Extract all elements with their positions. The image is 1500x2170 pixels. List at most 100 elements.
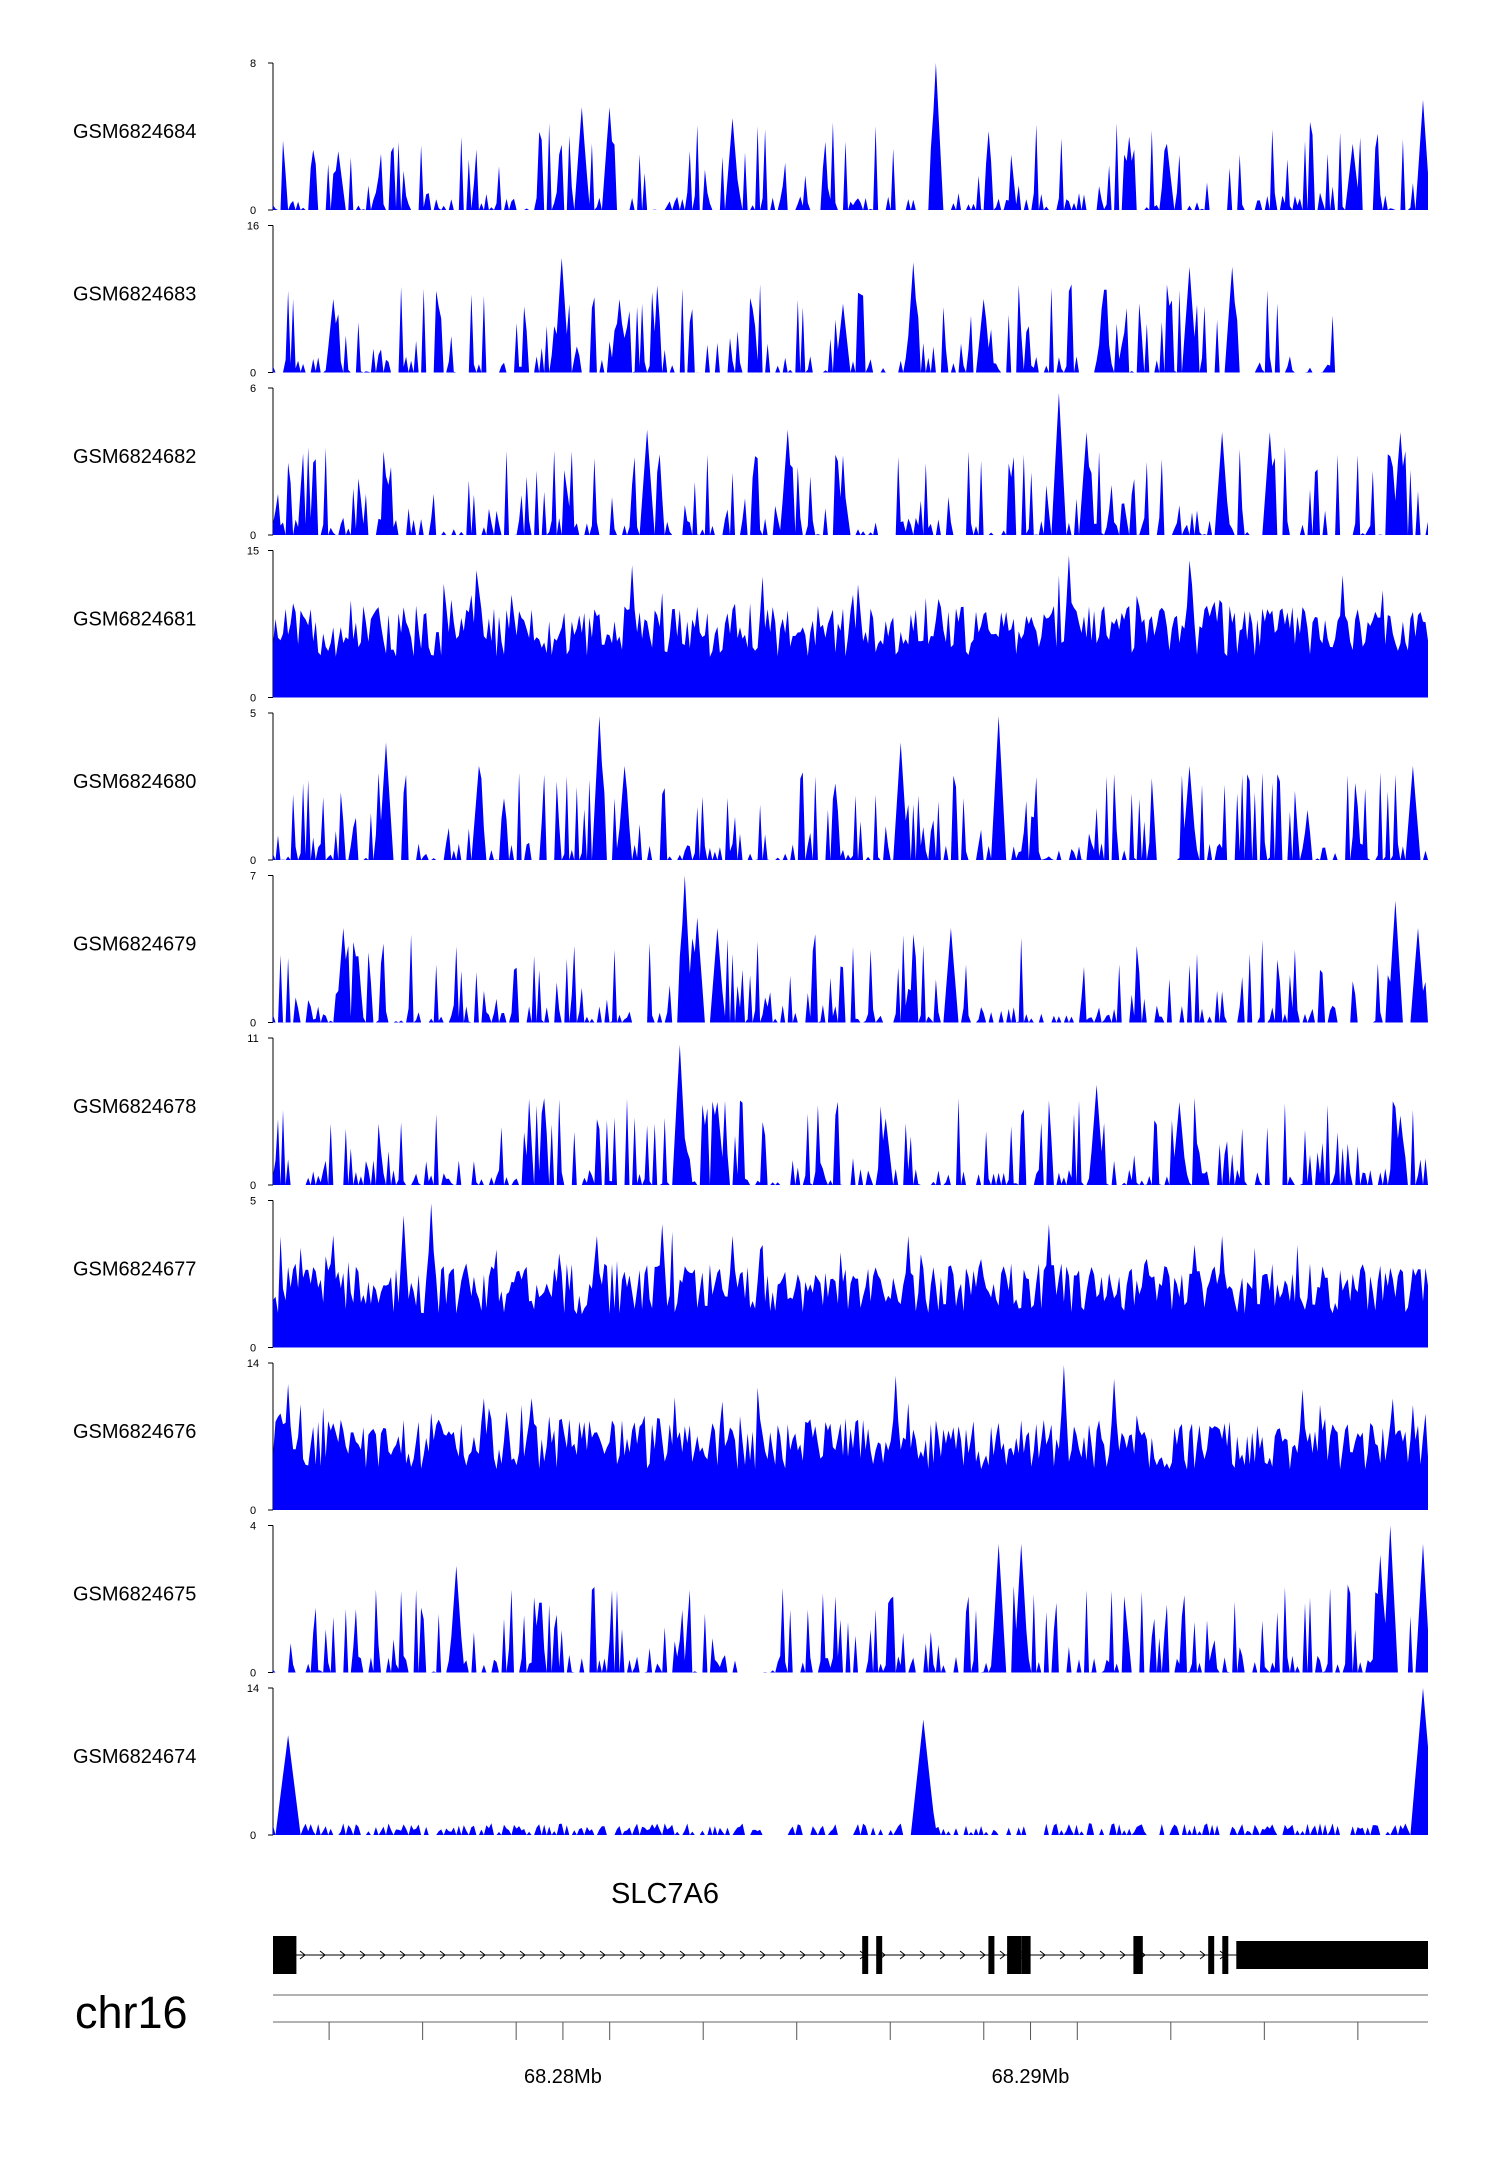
strand-arrow xyxy=(959,1950,966,1960)
y-min-label: 0 xyxy=(250,1505,256,1517)
exon xyxy=(1208,1936,1215,1974)
coverage-area xyxy=(273,715,1428,860)
strand-arrow xyxy=(919,1950,926,1960)
coverage-area xyxy=(273,1044,1428,1185)
strand-arrow xyxy=(779,1950,786,1960)
strand-arrow xyxy=(1159,1950,1166,1960)
coverage-area xyxy=(273,1365,1428,1510)
strand-arrow xyxy=(619,1950,626,1960)
coverage-area xyxy=(273,1688,1428,1835)
coverage-area xyxy=(273,1525,1428,1673)
y-max-label: 6 xyxy=(250,383,256,395)
track-label: GSM6824675 xyxy=(73,1583,196,1605)
track-label: GSM6824678 xyxy=(73,1096,196,1118)
track-label: GSM6824677 xyxy=(73,1258,196,1280)
y-max-label: 16 xyxy=(247,221,259,233)
exon xyxy=(988,1936,995,1974)
strand-arrow xyxy=(359,1950,366,1960)
strand-arrow xyxy=(839,1950,846,1960)
strand-arrow xyxy=(759,1950,766,1960)
coverage-area xyxy=(273,555,1428,698)
y-min-label: 0 xyxy=(250,368,256,380)
y-min-label: 0 xyxy=(250,1180,256,1192)
exon xyxy=(1236,1941,1428,1969)
y-max-label: 5 xyxy=(250,1196,256,1208)
strand-arrow xyxy=(1079,1950,1086,1960)
exon xyxy=(862,1936,869,1974)
strand-arrow xyxy=(559,1950,566,1960)
strand-arrow xyxy=(399,1950,406,1960)
track-GSM6824680: GSM6824680 5 0 xyxy=(73,708,1428,867)
track-label: GSM6824676 xyxy=(73,1421,196,1443)
strand-arrow xyxy=(999,1950,1006,1960)
strand-arrow xyxy=(1119,1950,1126,1960)
exon xyxy=(1021,1936,1031,1974)
track-label: GSM6824682 xyxy=(73,446,196,468)
track-label: GSM6824680 xyxy=(73,771,196,793)
strand-arrow xyxy=(539,1950,546,1960)
y-max-label: 5 xyxy=(250,708,256,720)
y-min-label: 0 xyxy=(250,205,256,217)
track-label: GSM6824684 xyxy=(73,121,196,143)
y-max-label: 14 xyxy=(247,1683,259,1695)
strand-arrow xyxy=(579,1950,586,1960)
gene-track: SLC7A6 xyxy=(273,1878,1428,1974)
y-max-label: 11 xyxy=(247,1033,258,1045)
track-GSM6824682: GSM6824682 6 0 xyxy=(73,383,1428,542)
strand-arrow xyxy=(1059,1950,1066,1960)
strand-arrow xyxy=(979,1950,986,1960)
chromosome-label: chr16 xyxy=(75,1987,188,2038)
strand-arrow xyxy=(819,1950,826,1960)
track-label: GSM6824674 xyxy=(73,1746,196,1768)
strand-arrow xyxy=(299,1950,306,1960)
y-min-label: 0 xyxy=(250,1668,256,1680)
gene-exons xyxy=(273,1936,1428,1974)
track-GSM6824678: GSM6824678 11 0 xyxy=(73,1033,1428,1192)
strand-arrow xyxy=(659,1950,666,1960)
track-GSM6824679: GSM6824679 7 0 xyxy=(73,871,1428,1030)
x-tick-label: 68.29Mb xyxy=(992,2066,1070,2088)
exon xyxy=(1007,1936,1022,1974)
strand-arrow xyxy=(459,1950,466,1960)
strand-arrow xyxy=(1199,1950,1206,1960)
strand-arrow xyxy=(739,1950,746,1960)
strand-arrow xyxy=(499,1950,506,1960)
strand-arrow xyxy=(639,1950,646,1960)
strand-arrow xyxy=(799,1950,806,1960)
strand-arrow xyxy=(519,1950,526,1960)
strand-arrow xyxy=(479,1950,486,1960)
track-GSM6824674: GSM6824674 14 0 xyxy=(73,1683,1428,1842)
coverage-area xyxy=(273,257,1428,373)
track-GSM6824683: GSM6824683 16 0 xyxy=(73,221,1428,380)
y-max-label: 14 xyxy=(247,1358,259,1370)
strand-arrow xyxy=(699,1950,706,1960)
chromosome-axis: chr16 68.28Mb 68.29Mb xyxy=(75,1987,1428,2088)
y-max-label: 15 xyxy=(247,546,259,558)
y-min-label: 0 xyxy=(250,530,256,542)
genomic-axis: 68.28Mb 68.29Mb xyxy=(273,1994,1428,2088)
coverage-area xyxy=(273,63,1428,210)
y-min-label: 0 xyxy=(250,855,256,867)
track-GSM6824676: GSM6824676 14 0 xyxy=(73,1358,1428,1517)
strand-arrow xyxy=(899,1950,906,1960)
strand-arrow xyxy=(599,1950,606,1960)
strand-arrow xyxy=(1099,1950,1106,1960)
coverage-area xyxy=(273,1203,1428,1348)
y-max-label: 8 xyxy=(250,58,256,70)
strand-arrow xyxy=(419,1950,426,1960)
track-label: GSM6824681 xyxy=(73,608,196,630)
strand-arrow xyxy=(939,1950,946,1960)
strand-arrow xyxy=(379,1950,386,1960)
gene-label: SLC7A6 xyxy=(611,1878,719,1910)
y-min-label: 0 xyxy=(250,1343,256,1355)
exon xyxy=(1133,1936,1143,1974)
track-GSM6824684: GSM6824684 8 0 xyxy=(73,58,1428,217)
strand-arrow xyxy=(1039,1950,1046,1960)
y-max-label: 4 xyxy=(250,1521,256,1533)
y-max-label: 7 xyxy=(250,871,256,883)
exon xyxy=(876,1936,883,1974)
strand-arrow xyxy=(319,1950,326,1960)
strand-arrow xyxy=(339,1950,346,1960)
y-min-label: 0 xyxy=(250,693,256,705)
